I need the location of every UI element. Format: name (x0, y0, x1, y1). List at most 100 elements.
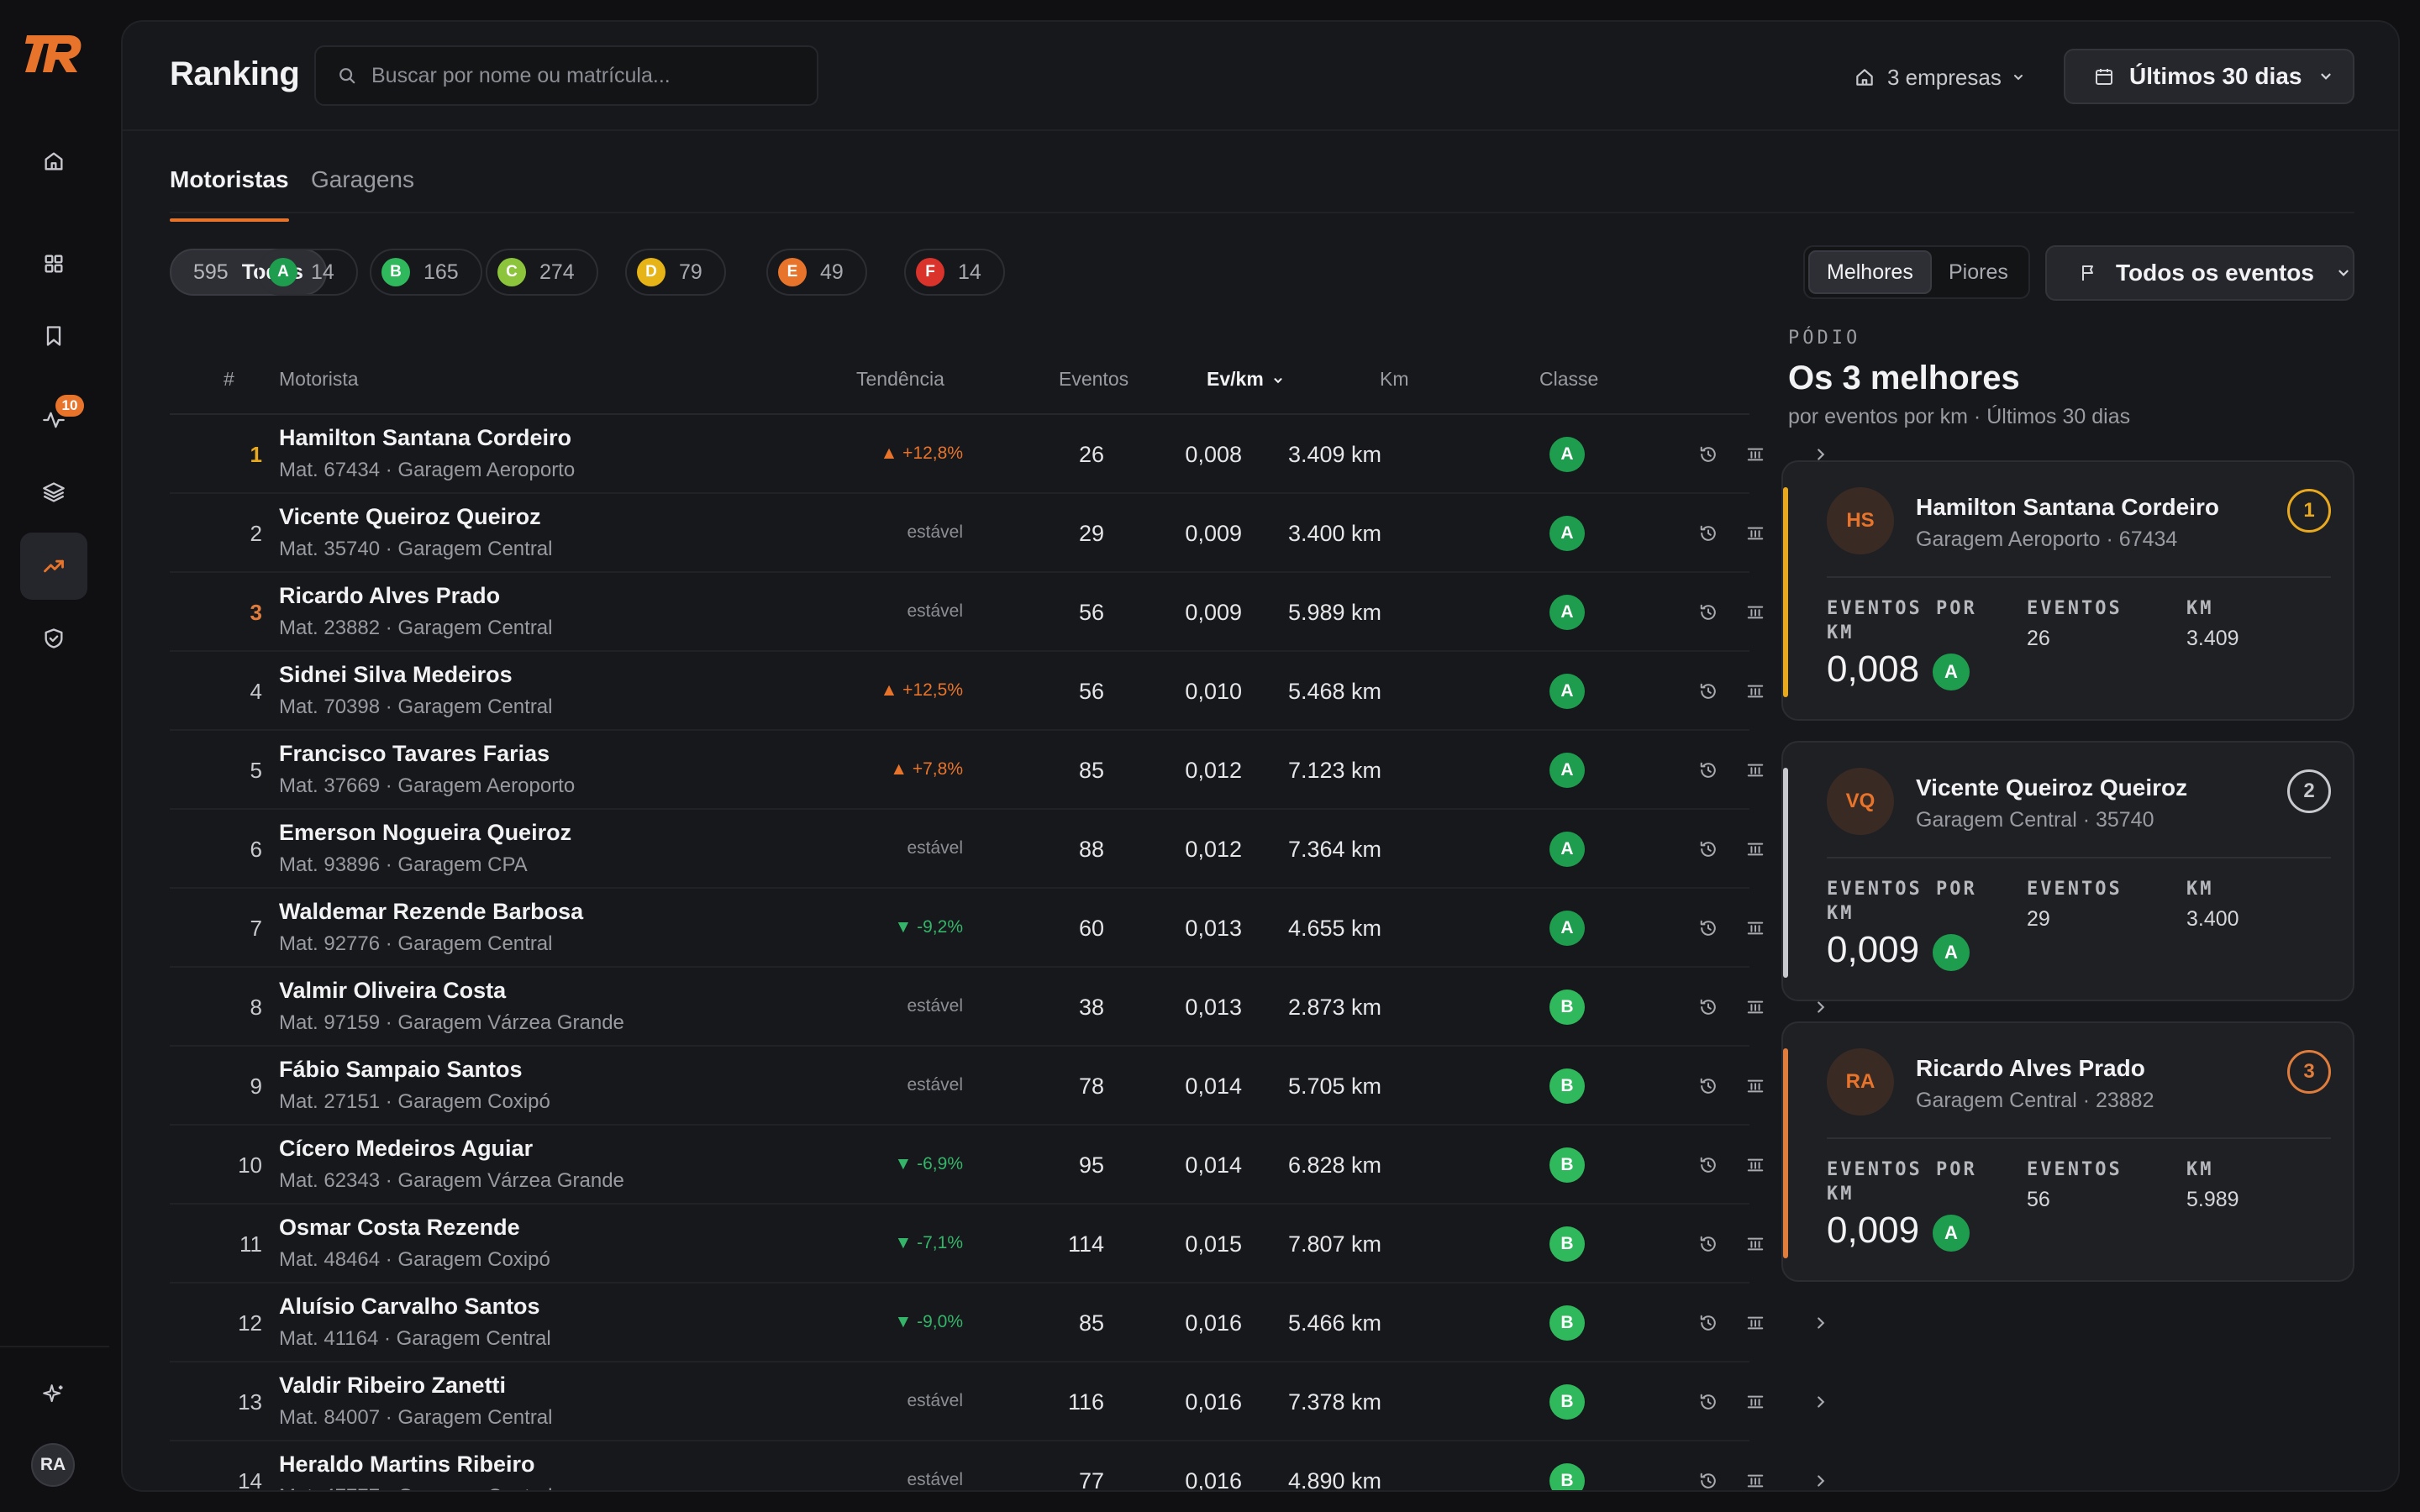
nav-ranking[interactable] (20, 533, 87, 600)
table-row[interactable]: 6 Emerson Nogueira Queiroz Mat. 93896 · Ga… (170, 810, 1825, 889)
event-filter-dropdown[interactable]: Todos os eventos (2045, 245, 2354, 301)
compare-button[interactable] (1746, 524, 1765, 543)
compare-button[interactable] (1746, 1235, 1765, 1253)
history-button[interactable] (1699, 524, 1718, 543)
compare-button[interactable] (1746, 682, 1765, 701)
compare-button[interactable] (1746, 919, 1765, 937)
col-evkm-label: Ev/km (1207, 368, 1264, 390)
compare-button[interactable] (1746, 1077, 1765, 1095)
col-events[interactable]: Eventos (1059, 368, 1129, 390)
table-row[interactable]: 13 Valdir Ribeiro Zanetti Mat. 84007 · Gar… (170, 1362, 1825, 1441)
history-button[interactable] (1699, 1314, 1718, 1332)
driver-name[interactable]: Emerson Nogueira Queiroz (279, 820, 572, 845)
compare-button[interactable] (1746, 1156, 1765, 1174)
podium-title: Os 3 melhores (1788, 360, 2020, 396)
driver-name[interactable]: Cícero Medeiros Aguiar (279, 1136, 534, 1161)
toggle-worst[interactable]: Piores (1949, 260, 2008, 284)
history-button[interactable] (1699, 840, 1718, 858)
history-button[interactable] (1699, 445, 1718, 464)
podium-card[interactable]: RA Ricardo Alves Prado Garagem Central · 2… (1781, 1021, 2354, 1282)
compare-button[interactable] (1746, 1472, 1765, 1490)
companies-selector[interactable]: 3 empresas (1854, 60, 2025, 94)
table-row[interactable]: 2 Vicente Queiroz Queiroz Mat. 35740 · Gar… (170, 494, 1825, 573)
podium-card[interactable]: VQ Vicente Queiroz Queiroz Garagem Central… (1781, 741, 2354, 1001)
filter-chip-grade-a[interactable]: A 14 (257, 249, 358, 296)
nav-layers[interactable] (20, 459, 87, 526)
tab-garages[interactable]: Garagens (311, 166, 414, 192)
open-row-button[interactable] (1812, 1472, 1830, 1490)
col-km[interactable]: Km (1380, 368, 1409, 390)
row-rank: 5 (250, 758, 262, 783)
nav-home[interactable] (20, 128, 87, 195)
km-value: 5.468 km (1287, 679, 1381, 704)
history-button[interactable] (1699, 761, 1718, 780)
filter-chip-grade-c[interactable]: C 274 (486, 249, 598, 296)
nav-dashboard[interactable] (20, 230, 87, 297)
filter-chip-grade-f[interactable]: F 14 (904, 249, 1005, 296)
user-avatar[interactable]: RA (31, 1443, 75, 1487)
driver-name[interactable]: Aluísio Carvalho Santos (279, 1294, 540, 1319)
driver-name[interactable]: Heraldo Martins Ribeiro (279, 1452, 535, 1477)
history-button[interactable] (1699, 1472, 1718, 1490)
driver-name[interactable]: Vicente Queiroz Queiroz (279, 504, 541, 529)
col-class[interactable]: Classe (1539, 368, 1599, 390)
history-button[interactable] (1699, 1156, 1718, 1174)
table-row[interactable]: 3 Ricardo Alves Prado Mat. 23882 · Garagem… (170, 573, 1825, 652)
table-row[interactable]: 10 Cícero Medeiros Aguiar Mat. 62343 · Gar… (170, 1126, 1825, 1205)
driver-name[interactable]: Osmar Costa Rezende (279, 1215, 520, 1240)
table-row[interactable]: 8 Valmir Oliveira Costa Mat. 97159 · Garag… (170, 968, 1825, 1047)
history-button[interactable] (1699, 1393, 1718, 1411)
compare-button[interactable] (1746, 445, 1765, 464)
open-row-button[interactable] (1812, 1393, 1830, 1411)
search-input[interactable] (371, 63, 808, 88)
app-logo[interactable] (25, 32, 82, 76)
toggle-best[interactable]: Melhores (1808, 250, 1932, 294)
table-row[interactable]: 11 Osmar Costa Rezende Mat. 48464 · Garage… (170, 1205, 1825, 1284)
compare-button[interactable] (1746, 998, 1765, 1016)
open-row-button[interactable] (1812, 998, 1830, 1016)
table-row[interactable]: 12 Aluísio Carvalho Santos Mat. 41164 · Ga… (170, 1284, 1825, 1362)
table-row[interactable]: 9 Fábio Sampaio Santos Mat. 27151 · Garage… (170, 1047, 1825, 1126)
table-row[interactable]: 14 Heraldo Martins Ribeiro Mat. 47777 · Ga… (170, 1441, 1825, 1490)
driver-name[interactable]: Sidnei Silva Medeiros (279, 662, 513, 687)
nav-activity[interactable]: 10 (20, 386, 87, 454)
history-button[interactable] (1699, 1235, 1718, 1253)
compare-button[interactable] (1746, 603, 1765, 622)
col-driver[interactable]: Motorista (279, 368, 359, 390)
nav-safety[interactable] (20, 605, 87, 672)
search-box[interactable] (314, 45, 818, 106)
table-row[interactable]: 5 Francisco Tavares Farias Mat. 37669 · Ga… (170, 731, 1825, 810)
compare-button[interactable] (1746, 761, 1765, 780)
filter-chip-grade-d[interactable]: D 79 (625, 249, 726, 296)
filter-chip-grade-e[interactable]: E 49 (766, 249, 867, 296)
history-button[interactable] (1699, 682, 1718, 701)
col-evkm[interactable]: Ev/km (1207, 368, 1284, 391)
driver-name[interactable]: Ricardo Alves Prado (279, 583, 501, 608)
compare-button[interactable] (1746, 1314, 1765, 1332)
driver-name[interactable]: Francisco Tavares Farias (279, 741, 550, 766)
compare-button[interactable] (1746, 840, 1765, 858)
table-row[interactable]: 7 Waldemar Rezende Barbosa Mat. 92776 · Ga… (170, 889, 1825, 968)
driver-name[interactable]: Valdir Ribeiro Zanetti (279, 1373, 507, 1398)
period-selector[interactable]: Últimos 30 dias (2064, 49, 2354, 104)
col-trend[interactable]: Tendência (856, 368, 944, 390)
compare-button[interactable] (1746, 1393, 1765, 1411)
driver-name[interactable]: Valmir Oliveira Costa (279, 978, 507, 1003)
table-row[interactable]: 1 Hamilton Santana Cordeiro Mat. 67434 · G… (170, 415, 1825, 494)
filter-chip-grade-b[interactable]: B 165 (370, 249, 482, 296)
driver-name[interactable]: Fábio Sampaio Santos (279, 1057, 523, 1082)
open-row-button[interactable] (1812, 1314, 1830, 1332)
tab-drivers[interactable]: Motoristas (170, 166, 289, 222)
driver-name[interactable]: Waldemar Rezende Barbosa (279, 899, 584, 924)
history-button[interactable] (1699, 919, 1718, 937)
table-row[interactable]: 4 Sidnei Silva Medeiros Mat. 70398 · Garag… (170, 652, 1825, 731)
driver-name[interactable]: Hamilton Santana Cordeiro (279, 425, 572, 450)
class-cell: B (1549, 1226, 1585, 1262)
nav-assistant[interactable] (20, 1361, 87, 1428)
history-button[interactable] (1699, 1077, 1718, 1095)
open-row-button[interactable] (1812, 445, 1830, 464)
podium-card[interactable]: HS Hamilton Santana Cordeiro Garagem Aerop… (1781, 460, 2354, 721)
history-button[interactable] (1699, 998, 1718, 1016)
nav-saved[interactable] (20, 302, 87, 370)
history-button[interactable] (1699, 603, 1718, 622)
